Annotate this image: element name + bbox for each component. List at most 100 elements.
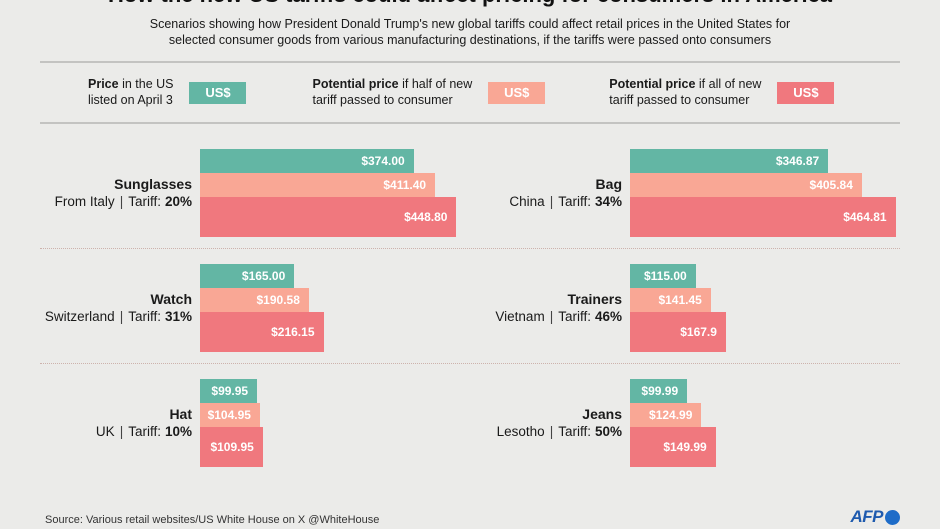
bar-half-tariff: $141.45	[630, 288, 711, 312]
divider-glyph: |	[549, 194, 554, 209]
divider-glyph: |	[119, 309, 124, 324]
legend-badge-current-price: US$	[189, 81, 247, 104]
divider-legend-bottom	[40, 122, 900, 124]
tariff-word: Tariff:	[128, 424, 161, 439]
tariff-word: Tariff:	[128, 194, 161, 209]
bar-value-label: $104.95	[207, 408, 251, 422]
origin-text: Vietnam	[495, 309, 545, 324]
bar-full-tariff: $216.15	[200, 312, 324, 352]
bar-half-tariff: $104.95	[200, 403, 260, 427]
bar-value-label: $124.99	[649, 408, 693, 422]
bar-full-tariff: $464.81	[630, 197, 896, 237]
tariff-value: 46%	[594, 309, 622, 324]
legend-line2: tariff passed to consumer	[312, 92, 453, 107]
group-label: Watch Switzerland | Tariff: 31%	[40, 291, 200, 325]
bar-value-label: $374.00	[361, 154, 405, 168]
chart-group-watch: Watch Switzerland | Tariff: 31% $165.00 $19…	[40, 264, 470, 352]
origin-text: From Italy	[54, 194, 115, 209]
origin-text: Switzerland	[44, 309, 115, 324]
legend-rest: if all of new	[695, 77, 762, 91]
legend-text-current-price: Price in the US listed on April 3	[88, 77, 173, 108]
afp-logo: AFP	[850, 507, 900, 527]
bar-half-tariff: $411.40	[200, 173, 436, 197]
tariff-word: Tariff:	[558, 424, 591, 439]
bar-value-label: $216.15	[271, 325, 315, 339]
group-label: Trainers Vietnam | Tariff: 46%	[470, 291, 630, 325]
divider-glyph: |	[549, 424, 554, 439]
bar-full-tariff: $109.95	[200, 427, 263, 467]
bar-value-label: $149.99	[663, 440, 707, 454]
origin-text: China	[509, 194, 545, 209]
group-label: Sunglasses From Italy | Tariff: 20%	[40, 176, 200, 210]
legend-rest: if half of new	[398, 77, 473, 91]
divider-glyph: |	[119, 424, 124, 439]
legend-bold: Potential price	[609, 77, 696, 91]
legend-item-current-price: Price in the US listed on April 3 US$	[88, 77, 247, 108]
product-name: Trainers	[567, 291, 622, 307]
legend-badge-full-tariff: US$	[777, 81, 835, 104]
afp-globe-icon	[885, 509, 900, 525]
legend: Price in the US listed on April 3 US$ Po…	[40, 63, 900, 122]
charts-area: Sunglasses From Italy | Tariff: 20% $374.00…	[40, 124, 900, 478]
subtitle-line-2: selected consumer goods from various man…	[168, 32, 772, 47]
bar-current-price: $115.00	[630, 264, 696, 288]
bar-half-tariff: $405.84	[630, 173, 862, 197]
bar-value-label: $115.00	[643, 269, 687, 283]
source-note: Source: Various retail websites/US White…	[45, 514, 380, 526]
chart-group-jeans: Jeans Lesotho | Tariff: 50% $99.99 $124.99 …	[470, 379, 900, 467]
bar-value-label: $141.45	[658, 293, 702, 307]
legend-line2: tariff passed to consumer	[609, 92, 750, 107]
product-name: Watch	[150, 291, 192, 307]
tariff-value: 10%	[164, 424, 192, 439]
bar-group: $99.95 $104.95 $109.95	[200, 379, 470, 467]
chart-row-1: Sunglasses From Italy | Tariff: 20% $374.00…	[40, 124, 900, 249]
bar-value-label: $99.95	[211, 384, 249, 398]
legend-rest: in the US	[118, 77, 174, 91]
group-label: Jeans Lesotho | Tariff: 50%	[470, 406, 630, 440]
bar-current-price: $346.87	[630, 149, 829, 173]
subtitle-line-1: Scenarios showing how President Donald T…	[149, 17, 791, 31]
chart-row-2: Watch Switzerland | Tariff: 31% $165.00 $19…	[40, 249, 900, 364]
product-name: Bag	[595, 176, 622, 192]
tariff-value: 34%	[594, 194, 622, 209]
product-origin: Lesotho | Tariff: 50%	[470, 423, 622, 440]
group-label: Bag China | Tariff: 34%	[470, 176, 630, 210]
divider-glyph: |	[549, 309, 554, 324]
bar-full-tariff: $448.80	[200, 197, 457, 237]
bar-value-label: $190.58	[256, 293, 300, 307]
bar-half-tariff: $124.99	[630, 403, 702, 427]
product-origin: Switzerland | Tariff: 31%	[40, 308, 192, 325]
bar-current-price: $99.99	[630, 379, 688, 403]
tariff-value: 20%	[164, 194, 192, 209]
bar-value-label: $167.9	[680, 325, 717, 339]
bar-value-label: $405.84	[809, 178, 853, 192]
tariff-value: 31%	[164, 309, 192, 324]
bar-full-tariff: $167.9	[630, 312, 726, 352]
origin-text: UK	[95, 424, 115, 439]
bar-current-price: $374.00	[200, 149, 414, 173]
bar-value-label: $464.81	[843, 210, 887, 224]
legend-badge-half-tariff: US$	[488, 81, 546, 104]
product-origin: From Italy | Tariff: 20%	[40, 193, 192, 210]
divider-top	[40, 61, 900, 63]
legend-item-half-tariff: Potential price if half of new tariff pa…	[312, 77, 546, 108]
legend-item-full-tariff: Potential price if all of new tariff pas…	[609, 77, 835, 108]
bar-group: $115.00 $141.45 $167.9	[630, 264, 900, 352]
legend-bold: Price	[88, 77, 119, 91]
product-origin: UK | Tariff: 10%	[40, 423, 192, 440]
bar-full-tariff: $149.99	[630, 427, 716, 467]
legend-text-half-tariff: Potential price if half of new tariff pa…	[312, 77, 472, 108]
legend-bold: Potential price	[312, 77, 399, 91]
product-origin: China | Tariff: 34%	[470, 193, 622, 210]
bar-group: $165.00 $190.58 $216.15	[200, 264, 470, 352]
bar-current-price: $165.00	[200, 264, 295, 288]
bar-value-label: $411.40	[383, 178, 427, 192]
bar-current-price: $99.95	[200, 379, 258, 403]
chart-group-bag: Bag China | Tariff: 34% $346.87 $405.84 $46…	[470, 149, 900, 237]
tariff-value: 50%	[594, 424, 622, 439]
chart-group-hat: Hat UK | Tariff: 10% $99.95 $104.95 $109.95	[40, 379, 470, 467]
bar-value-label: $99.99	[641, 384, 679, 398]
tariff-word: Tariff:	[558, 309, 591, 324]
bar-value-label: $109.95	[210, 440, 254, 454]
afp-logo-text: AFP	[850, 507, 884, 526]
